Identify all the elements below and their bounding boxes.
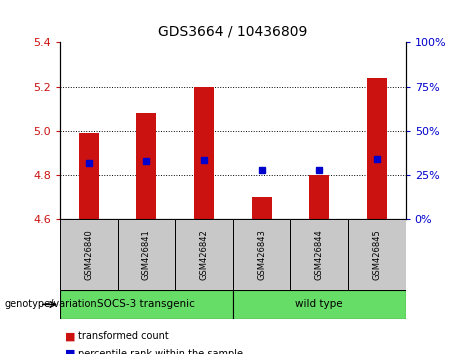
Text: genotype/variation: genotype/variation (5, 299, 97, 309)
Text: GSM426844: GSM426844 (315, 229, 324, 280)
Text: ■: ■ (65, 349, 75, 354)
Bar (367, 78, 387, 219)
Bar (136, 113, 156, 219)
Bar (252, 197, 272, 219)
Text: percentile rank within the sample: percentile rank within the sample (78, 349, 243, 354)
Text: GSM426840: GSM426840 (84, 229, 93, 280)
Text: ■: ■ (65, 331, 75, 341)
Bar (60, 219, 118, 290)
Text: GSM426843: GSM426843 (257, 229, 266, 280)
Bar (233, 290, 406, 319)
Bar (309, 175, 329, 219)
Bar (233, 219, 290, 290)
Bar (348, 219, 406, 290)
Text: transformed count: transformed count (78, 331, 169, 341)
Bar (290, 219, 348, 290)
Text: SOCS-3 transgenic: SOCS-3 transgenic (97, 299, 195, 309)
Title: GDS3664 / 10436809: GDS3664 / 10436809 (158, 24, 307, 39)
Bar (194, 87, 214, 219)
Bar (60, 290, 233, 319)
Text: GSM426841: GSM426841 (142, 229, 151, 280)
Text: GSM426845: GSM426845 (372, 229, 381, 280)
Text: wild type: wild type (296, 299, 343, 309)
Bar (175, 219, 233, 290)
Text: GSM426842: GSM426842 (200, 229, 208, 280)
Bar (79, 133, 99, 219)
Bar (118, 219, 175, 290)
